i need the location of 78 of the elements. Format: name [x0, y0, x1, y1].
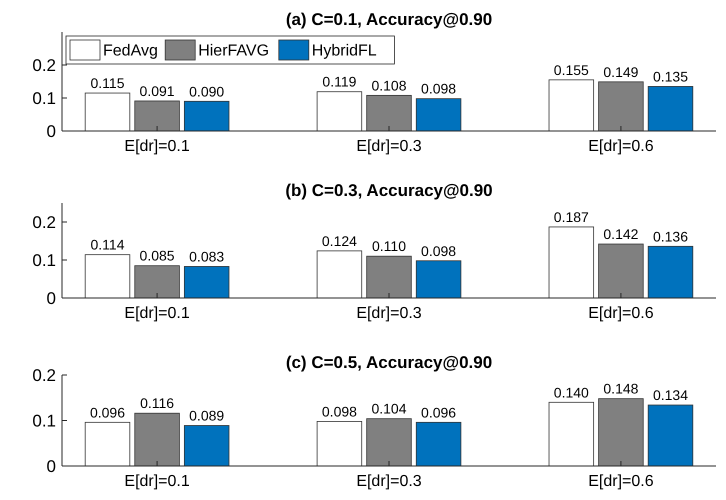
legend-label: HierFAVG: [198, 42, 270, 60]
y-tick-label: 0.2: [32, 366, 56, 385]
data-label: 0.148: [603, 380, 639, 397]
bar: [316, 421, 362, 466]
bar: [316, 250, 362, 298]
data-label: 0.108: [371, 77, 407, 94]
bar: [366, 94, 412, 132]
bar: [184, 100, 230, 132]
data-label: 0.135: [652, 68, 688, 84]
data-label: 0.119: [322, 74, 357, 90]
chart-title: (a) C=0.1, Accuracy@0.90: [286, 10, 492, 29]
data-label: 0.110: [372, 238, 406, 254]
data-label: 0.114: [90, 236, 125, 253]
y-tick-label: 0.2: [32, 212, 56, 232]
legend-label: FedAvg: [103, 42, 158, 60]
bar: [416, 260, 462, 298]
data-label: 0.104: [371, 400, 407, 417]
bar: [316, 91, 362, 132]
data-label: 0.098: [421, 80, 456, 97]
x-tick-label: E[dr]=0.3: [356, 305, 422, 322]
y-tick-label: 0.1: [32, 88, 56, 108]
bar: [134, 412, 180, 466]
data-label: 0.142: [603, 226, 639, 242]
bar: [184, 425, 230, 466]
bar: [648, 404, 694, 466]
bar: [598, 81, 644, 132]
bar: [648, 246, 694, 298]
data-label: 0.089: [189, 408, 224, 424]
data-label: 0.124: [322, 232, 358, 249]
chart-title: (b) C=0.3, Accuracy@0.90: [285, 181, 493, 200]
data-label: 0.096: [90, 404, 126, 420]
data-label: 0.115: [90, 75, 125, 92]
y-tick-label: 0.2: [32, 56, 56, 75]
bar: [134, 265, 180, 298]
data-label: 0.155: [554, 62, 590, 78]
bar: [416, 98, 462, 132]
bar: [598, 244, 644, 298]
x-tick-label: E[dr]=0.6: [588, 305, 654, 322]
bar: [416, 422, 462, 466]
x-tick-label: E[dr]=0.6: [588, 138, 654, 155]
bar: [598, 398, 644, 466]
bar: [134, 100, 180, 132]
bar: [84, 254, 130, 298]
data-label: 0.098: [421, 242, 456, 259]
bar: [84, 422, 130, 466]
data-label: 0.091: [140, 82, 175, 99]
x-tick-label: E[dr]=0.6: [588, 473, 654, 490]
data-label: 0.136: [652, 228, 688, 244]
bar: [184, 266, 230, 298]
x-tick-label: E[dr]=0.1: [124, 473, 190, 490]
x-tick-label: E[dr]=0.3: [356, 473, 422, 490]
data-label: 0.083: [189, 248, 224, 264]
data-label: 0.098: [322, 403, 358, 420]
data-label: 0.096: [421, 404, 456, 420]
x-tick-label: E[dr]=0.3: [356, 138, 422, 155]
y-tick-label: 0: [46, 122, 56, 141]
data-label: 0.085: [140, 248, 175, 264]
y-tick-label: 0: [46, 456, 56, 476]
chart-title: (c) C=0.5, Accuracy@0.90: [286, 353, 492, 372]
x-tick-label: E[dr]=0.1: [124, 138, 190, 155]
data-label: 0.116: [140, 395, 174, 412]
y-tick-label: 0.1: [32, 250, 56, 270]
legend-label: HybridFL: [312, 42, 377, 60]
data-label: 0.090: [189, 83, 224, 100]
data-label: 0.149: [603, 64, 639, 80]
bar: [366, 418, 412, 466]
data-label: 0.187: [554, 208, 590, 225]
bar: [548, 226, 594, 298]
data-label: 0.140: [554, 384, 590, 400]
bar: [548, 79, 594, 132]
y-tick-label: 0: [46, 288, 56, 308]
x-tick-label: E[dr]=0.1: [124, 305, 190, 322]
bar: [548, 402, 594, 466]
data-label: 0.134: [652, 387, 688, 404]
bar: [648, 86, 694, 132]
bar: [366, 256, 412, 298]
y-tick-label: 0.1: [32, 411, 56, 430]
bar: [84, 92, 130, 132]
